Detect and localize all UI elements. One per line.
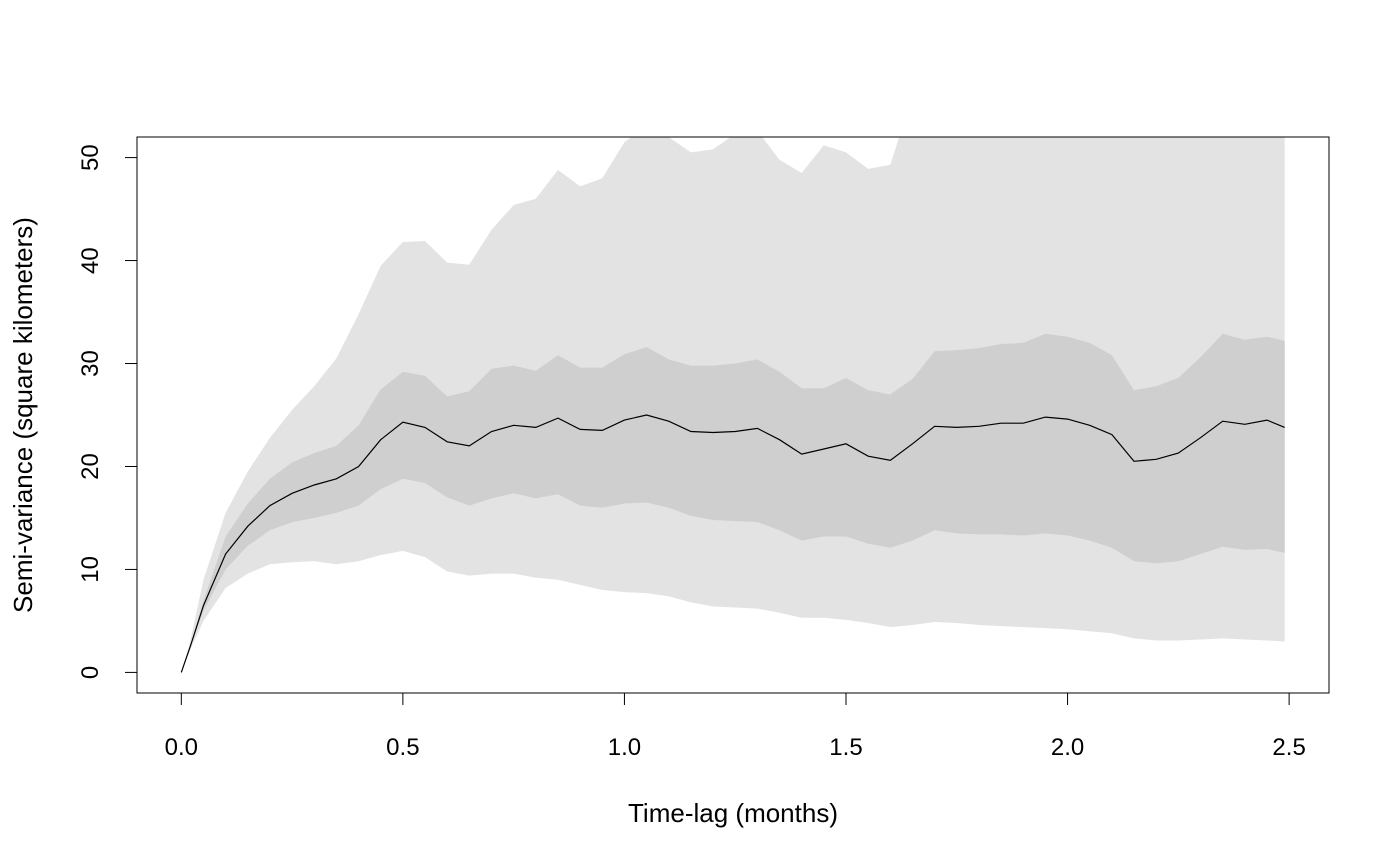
x-tick-label: 1.0: [608, 734, 641, 761]
x-axis: 0.0 0.5 1.0 1.5 2.0 2.5: [165, 692, 1306, 761]
y-tick-label: 40: [77, 247, 104, 274]
estimate-line: [180, 414, 1285, 673]
inner-confidence-band: [181, 333, 1285, 673]
x-tick-label: 0.5: [386, 734, 419, 761]
y-tick-label: 0: [77, 666, 104, 679]
x-tick-label: 2.0: [1051, 734, 1084, 761]
confidence-bands: [181, 137, 1285, 673]
y-tick-label: 20: [77, 453, 104, 480]
estimate-line-layer: [180, 414, 1285, 673]
x-axis-title: Time-lag (months): [628, 798, 838, 828]
y-tick-label: 10: [77, 556, 104, 583]
y-axis: 0 10 20 30 40 50: [77, 144, 138, 679]
x-tick-label: 0.0: [165, 734, 198, 761]
y-axis-title: Semi-variance (square kilometers): [8, 217, 38, 613]
x-tick-label: 2.5: [1272, 734, 1305, 761]
x-tick-label: 1.5: [829, 734, 862, 761]
y-tick-label: 30: [77, 350, 104, 377]
y-tick-label: 50: [77, 144, 104, 171]
